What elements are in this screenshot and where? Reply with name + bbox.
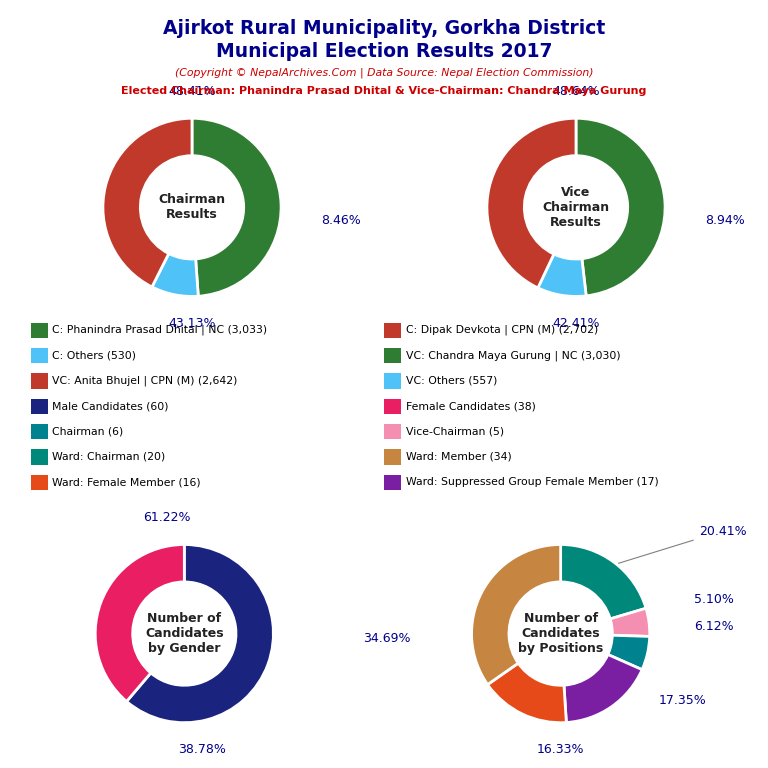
Circle shape [509,582,612,685]
Circle shape [525,156,627,259]
Text: C: Dipak Devkota | CPN (M) (2,702): C: Dipak Devkota | CPN (M) (2,702) [406,325,598,336]
Text: Number of
Candidates
by Gender: Number of Candidates by Gender [145,612,223,655]
Wedge shape [564,654,642,723]
Text: Ward: Female Member (16): Ward: Female Member (16) [52,477,201,488]
Text: C: Others (530): C: Others (530) [52,350,136,361]
Text: 61.22%: 61.22% [143,511,190,525]
Text: Elected Chairman: Phanindra Prasad Dhital & Vice-Chairman: Chandra Maya Gurung: Elected Chairman: Phanindra Prasad Dhita… [121,86,647,96]
Text: Chairman
Results: Chairman Results [158,194,226,221]
Text: VC: Chandra Maya Gurung | NC (3,030): VC: Chandra Maya Gurung | NC (3,030) [406,350,620,361]
Text: Vice
Chairman
Results: Vice Chairman Results [542,186,610,229]
Text: VC: Others (557): VC: Others (557) [406,376,497,386]
Text: Female Candidates (38): Female Candidates (38) [406,401,535,412]
Text: Ajirkot Rural Municipality, Gorkha District: Ajirkot Rural Municipality, Gorkha Distr… [163,19,605,38]
Text: Number of
Candidates
by Positions: Number of Candidates by Positions [518,612,604,655]
Text: VC: Anita Bhujel | CPN (M) (2,642): VC: Anita Bhujel | CPN (M) (2,642) [52,376,237,386]
Text: 17.35%: 17.35% [659,694,707,707]
Text: 20.41%: 20.41% [618,525,746,563]
Text: 16.33%: 16.33% [537,743,584,756]
Text: 38.78%: 38.78% [178,743,226,756]
Text: (Copyright © NepalArchives.Com | Data Source: Nepal Election Commission): (Copyright © NepalArchives.Com | Data So… [175,68,593,78]
Text: 43.13%: 43.13% [168,316,216,329]
Wedge shape [576,118,665,296]
Wedge shape [127,545,273,723]
Text: 5.10%: 5.10% [694,593,734,606]
Text: 6.12%: 6.12% [694,620,734,633]
Circle shape [141,156,243,259]
Wedge shape [561,545,646,619]
Text: Ward: Member (34): Ward: Member (34) [406,452,511,462]
Circle shape [133,582,236,685]
Wedge shape [103,118,192,287]
Wedge shape [538,254,586,296]
Text: Municipal Election Results 2017: Municipal Election Results 2017 [216,42,552,61]
Wedge shape [192,118,281,296]
Text: 8.94%: 8.94% [705,214,745,227]
Text: 48.41%: 48.41% [168,85,216,98]
Text: Chairman (6): Chairman (6) [52,426,124,437]
Wedge shape [608,635,650,670]
Wedge shape [487,118,576,288]
Text: 8.46%: 8.46% [321,214,361,227]
Text: 48.64%: 48.64% [552,85,600,98]
Text: Vice-Chairman (5): Vice-Chairman (5) [406,426,504,437]
Text: C: Phanindra Prasad Dhital | NC (3,033): C: Phanindra Prasad Dhital | NC (3,033) [52,325,267,336]
Wedge shape [152,253,198,296]
Wedge shape [95,545,184,701]
Wedge shape [488,663,566,723]
Text: 34.69%: 34.69% [363,631,411,644]
Wedge shape [472,545,561,684]
Text: Male Candidates (60): Male Candidates (60) [52,401,169,412]
Wedge shape [610,608,650,637]
Text: Ward: Chairman (20): Ward: Chairman (20) [52,452,165,462]
Text: 42.41%: 42.41% [552,316,600,329]
Text: Ward: Suppressed Group Female Member (17): Ward: Suppressed Group Female Member (17… [406,477,658,488]
